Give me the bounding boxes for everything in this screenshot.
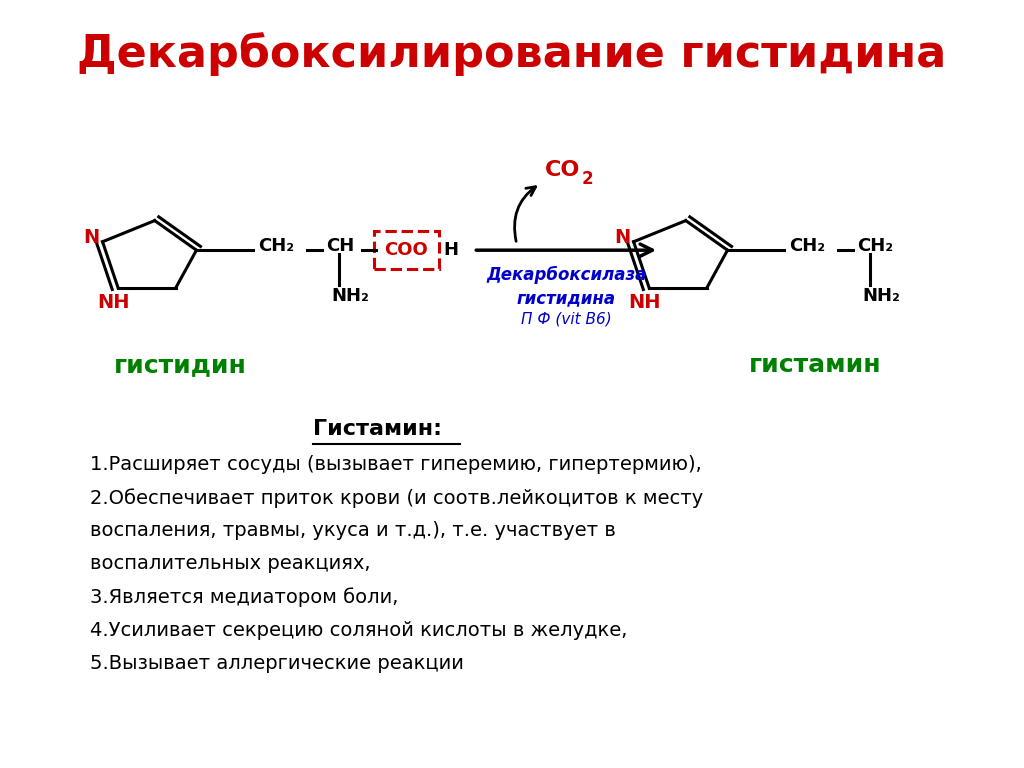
Text: воспаления, травмы, укуса и т.д.), т.е. участвует в: воспаления, травмы, укуса и т.д.), т.е. … (90, 521, 615, 541)
Text: 3.Является медиатором боли,: 3.Является медиатором боли, (90, 588, 398, 607)
Text: NH₂: NH₂ (862, 287, 900, 305)
Text: 4.Усиливает секрецию соляной кислоты в желудке,: 4.Усиливает секрецию соляной кислоты в ж… (90, 621, 628, 640)
Text: NH: NH (629, 293, 660, 312)
Text: гистамин: гистамин (750, 353, 882, 377)
Text: CO: CO (545, 160, 581, 180)
FancyArrowPatch shape (515, 187, 536, 241)
Text: 2.Обеспечивает приток крови (и соотв.лейкоцитов к месту: 2.Обеспечивает приток крови (и соотв.лей… (90, 488, 703, 508)
Text: NH: NH (97, 293, 130, 312)
Text: N: N (83, 228, 99, 247)
Text: 2: 2 (582, 170, 593, 187)
Text: Декарбоксилирование гистидина: Декарбоксилирование гистидина (78, 31, 946, 76)
Text: N: N (614, 228, 631, 247)
Text: Декарбоксилаза: Декарбоксилаза (486, 266, 646, 284)
Text: CH₂: CH₂ (790, 237, 825, 255)
Text: CH₂: CH₂ (258, 237, 294, 255)
Text: 5.Вызывает аллергические реакции: 5.Вызывает аллергические реакции (90, 654, 464, 673)
Text: CH₂: CH₂ (857, 237, 894, 255)
Text: П Ф (vit B6): П Ф (vit B6) (521, 312, 611, 327)
Text: H: H (443, 241, 458, 259)
Text: CH: CH (327, 237, 354, 255)
Text: Гистамин:: Гистамин: (313, 419, 441, 439)
Text: гистидина: гистидина (517, 289, 615, 306)
Text: воспалительных реакциях,: воспалительных реакциях, (90, 554, 371, 574)
Text: NH₂: NH₂ (331, 287, 369, 305)
Text: гистидин: гистидин (114, 353, 247, 377)
Text: COO: COO (385, 241, 428, 259)
Text: 1.Расширяет сосуды (вызывает гиперемию, гипертермию),: 1.Расширяет сосуды (вызывает гиперемию, … (90, 455, 701, 475)
